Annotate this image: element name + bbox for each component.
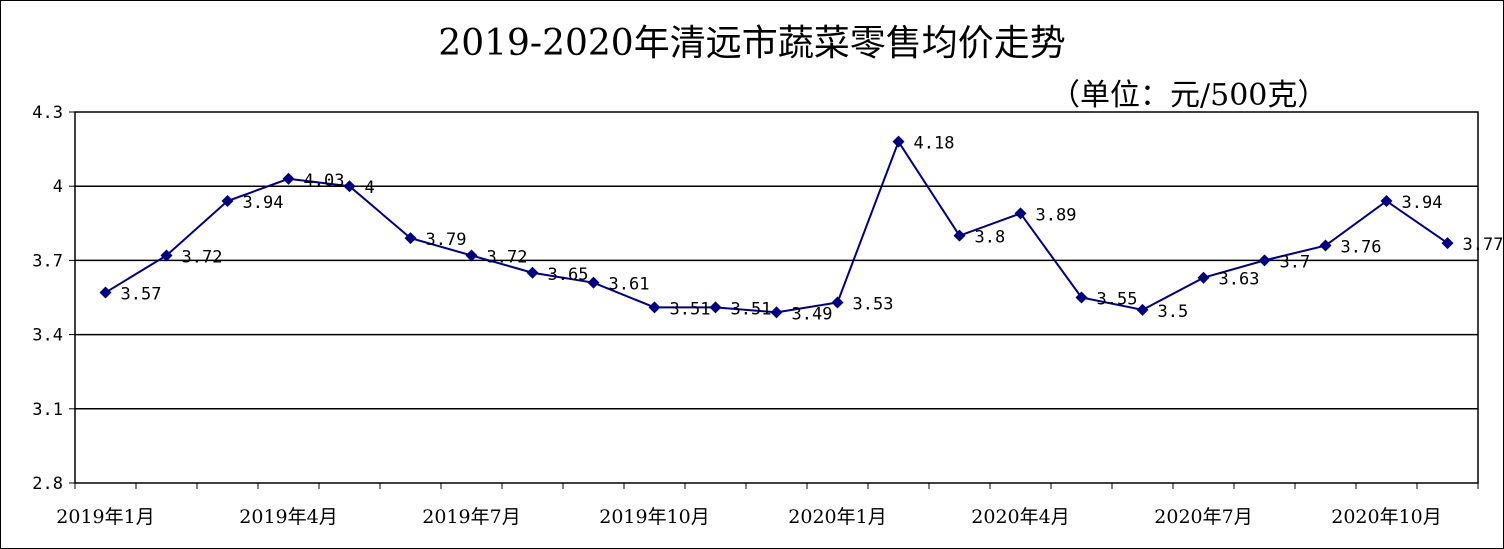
data-label: 3.65 [548, 265, 589, 285]
chart-title: 2019-2020年清远市蔬菜零售均价走势 [438, 23, 1066, 64]
data-label: 3.5 [1158, 302, 1189, 322]
data-point-marker [709, 301, 722, 314]
data-label: 3.72 [487, 247, 528, 267]
data-point-marker [1258, 254, 1271, 267]
x-tick-label: 2019年4月 [239, 506, 337, 528]
data-label: 3.57 [121, 285, 162, 305]
data-label: 3.94 [1402, 193, 1443, 213]
data-point-marker [282, 172, 295, 185]
x-tick-label: 2019年1月 [56, 506, 154, 528]
data-point-marker [465, 249, 478, 262]
data-label: 3.55 [1097, 290, 1138, 310]
data-label: 3.94 [243, 193, 284, 213]
data-point-marker [343, 180, 356, 193]
data-label: 3.89 [1036, 205, 1077, 225]
data-label: 3.51 [670, 299, 711, 319]
data-label: 3.63 [1219, 270, 1260, 290]
data-label: 3.49 [792, 304, 833, 324]
x-tick-label: 2020年4月 [971, 506, 1069, 528]
data-label: 3.72 [182, 247, 223, 267]
data-label: 4 [365, 178, 375, 198]
data-label: 3.76 [1341, 238, 1382, 258]
data-point-marker [1014, 207, 1027, 220]
plot-area-border [74, 111, 1479, 484]
y-tick-label: 4.3 [32, 103, 63, 123]
x-axis-tick-labels: 2019年1月 2019年4月 2019年7月 2019年10月 2020年1月 2020… [56, 506, 1441, 528]
data-point-marker [892, 135, 905, 148]
axes [69, 111, 1479, 489]
data-label: 3.51 [731, 299, 772, 319]
data-labels: 3.57 3.72 3.94 4.03 4 3.79 3.72 3.65 3.61 3.51 3.5… [121, 134, 1504, 325]
data-label: 4.03 [304, 171, 345, 191]
x-tick-label: 2020年1月 [788, 506, 886, 528]
x-tick-label: 2019年7月 [422, 506, 520, 528]
x-tick-label: 2020年10月 [1331, 506, 1442, 528]
y-axis-tick-labels: 4.3 4 3.7 3.4 3.1 2.8 [32, 103, 63, 494]
data-label: 3.77 [1463, 235, 1504, 255]
data-label: 3.79 [426, 230, 467, 250]
data-label: 3.8 [975, 228, 1006, 248]
x-tick-label: 2019年10月 [599, 506, 710, 528]
data-point-marker [404, 232, 417, 245]
data-label: 4.18 [914, 134, 955, 154]
data-label: 3.61 [609, 275, 650, 295]
series-group [99, 135, 1454, 319]
y-tick-label: 4 [53, 177, 63, 197]
y-tick-label: 3.7 [32, 251, 63, 271]
chart-unit-label: （单位：元/500克） [1050, 78, 1328, 113]
data-point-marker [1380, 195, 1393, 208]
x-tick-label: 2020年7月 [1154, 506, 1252, 528]
data-point-marker [831, 296, 844, 309]
data-point-marker [1136, 303, 1149, 316]
data-point-marker [526, 266, 539, 279]
data-point-marker [587, 276, 600, 289]
data-point-marker [1441, 237, 1454, 250]
data-label: 3.7 [1280, 252, 1311, 272]
data-point-marker [953, 229, 966, 242]
data-point-marker [160, 249, 173, 262]
y-tick-label: 3.4 [32, 326, 63, 346]
data-label: 3.53 [853, 294, 894, 314]
data-point-marker [1075, 291, 1088, 304]
data-point-marker [1319, 239, 1332, 252]
data-point-marker [648, 301, 661, 314]
gridlines [75, 185, 1478, 410]
y-tick-label: 2.8 [32, 474, 63, 494]
data-point-marker [221, 195, 234, 208]
data-point-marker [770, 306, 783, 319]
y-tick-label: 3.1 [32, 400, 63, 420]
data-point-marker [1197, 271, 1210, 284]
data-point-marker [99, 286, 112, 299]
